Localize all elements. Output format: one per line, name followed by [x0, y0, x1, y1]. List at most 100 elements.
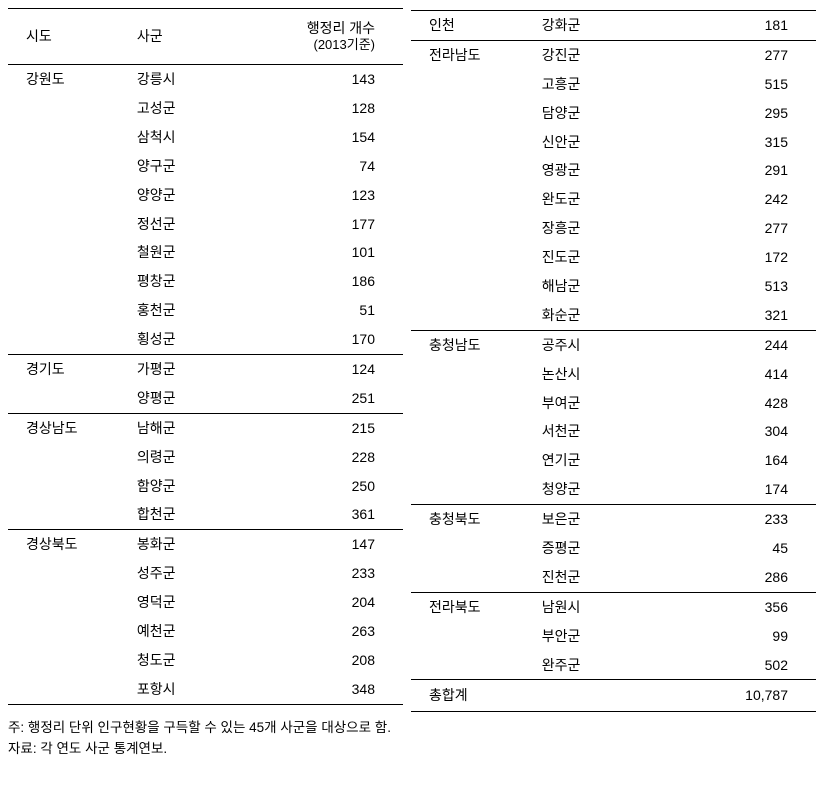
header-count-line2: (2013기준) — [234, 37, 375, 54]
cell-sigun: 해남군 — [524, 272, 637, 301]
table-row: 청도군208 — [8, 646, 403, 675]
cell-count: 251 — [230, 384, 403, 413]
cell-sigun: 남원시 — [524, 592, 637, 621]
cell-sido — [411, 534, 524, 563]
cell-sido — [411, 128, 524, 157]
table-row: 진도군172 — [411, 243, 816, 272]
cell-count: 164 — [637, 446, 816, 475]
table-row: 부여군428 — [411, 389, 816, 418]
cell-sido — [8, 181, 119, 210]
cell-sido — [411, 475, 524, 504]
cell-sigun: 고성군 — [119, 94, 230, 123]
cell-sigun: 영광군 — [524, 156, 637, 185]
cell-count: 215 — [230, 413, 403, 442]
cell-count: 361 — [230, 500, 403, 529]
cell-sigun: 양구군 — [119, 152, 230, 181]
cell-count: 143 — [230, 65, 403, 94]
cell-sigun: 고흥군 — [524, 70, 637, 99]
cell-sido — [411, 446, 524, 475]
total-label: 총합계 — [411, 680, 524, 712]
table-row: 인천강화군181 — [411, 11, 816, 41]
cell-sigun: 보은군 — [524, 505, 637, 534]
cell-sido — [411, 651, 524, 680]
table-row: 경상북도봉화군147 — [8, 530, 403, 559]
table-row: 홍천군51 — [8, 296, 403, 325]
cell-count: 263 — [230, 617, 403, 646]
footnote-source: 자료: 각 연도 사군 통계연보. — [8, 739, 824, 759]
cell-sido — [8, 238, 119, 267]
cell-count: 154 — [230, 123, 403, 152]
cell-count: 286 — [637, 563, 816, 592]
cell-count: 291 — [637, 156, 816, 185]
table-row: 충청남도공주시244 — [411, 330, 816, 359]
cell-sido — [8, 472, 119, 501]
cell-sido — [411, 622, 524, 651]
cell-sigun: 함양군 — [119, 472, 230, 501]
cell-sido — [411, 214, 524, 243]
cell-sido — [411, 301, 524, 330]
table-row: 고흥군515 — [411, 70, 816, 99]
cell-sido: 경기도 — [8, 354, 119, 383]
cell-sido: 경상북도 — [8, 530, 119, 559]
table-row: 증평군45 — [411, 534, 816, 563]
cell-count: 233 — [230, 559, 403, 588]
footnotes: 주: 행정리 단위 인구현황을 구득할 수 있는 45개 사군을 대상으로 함.… — [8, 718, 824, 759]
cell-count: 233 — [637, 505, 816, 534]
cell-sido — [411, 99, 524, 128]
table-row: 전라남도강진군277 — [411, 40, 816, 69]
cell-sido — [411, 389, 524, 418]
table-row: 의령군228 — [8, 443, 403, 472]
cell-sido — [8, 296, 119, 325]
table-row: 성주군233 — [8, 559, 403, 588]
table-row: 정선군177 — [8, 210, 403, 239]
cell-sido — [8, 94, 119, 123]
cell-sigun: 장흥군 — [524, 214, 637, 243]
table-row: 충청북도보은군233 — [411, 505, 816, 534]
cell-count: 428 — [637, 389, 816, 418]
cell-sido: 전라남도 — [411, 40, 524, 69]
cell-count: 181 — [637, 11, 816, 41]
cell-sido: 경상남도 — [8, 413, 119, 442]
cell-sigun: 평창군 — [119, 267, 230, 296]
cell-count: 304 — [637, 417, 816, 446]
cell-count: 277 — [637, 40, 816, 69]
cell-count: 250 — [230, 472, 403, 501]
cell-count: 186 — [230, 267, 403, 296]
header-sido: 시도 — [8, 9, 119, 65]
cell-sigun: 포항시 — [119, 675, 230, 704]
cell-sigun: 철원군 — [119, 238, 230, 267]
cell-sigun: 양평군 — [119, 384, 230, 413]
cell-count: 172 — [637, 243, 816, 272]
cell-sigun: 부안군 — [524, 622, 637, 651]
table-row: 경기도가평군124 — [8, 354, 403, 383]
cell-sigun: 강화군 — [524, 11, 637, 41]
cell-count: 101 — [230, 238, 403, 267]
cell-sido — [411, 272, 524, 301]
cell-sido — [411, 185, 524, 214]
cell-sido — [411, 243, 524, 272]
table-row: 고성군128 — [8, 94, 403, 123]
cell-count: 502 — [637, 651, 816, 680]
cell-sido — [411, 360, 524, 389]
cell-sido — [8, 500, 119, 529]
cell-sigun: 부여군 — [524, 389, 637, 418]
cell-sigun: 남해군 — [119, 413, 230, 442]
footnote-note: 주: 행정리 단위 인구현황을 구득할 수 있는 45개 사군을 대상으로 함. — [8, 718, 824, 738]
cell-count: 315 — [637, 128, 816, 157]
cell-sigun: 청도군 — [119, 646, 230, 675]
cell-sido: 충청남도 — [411, 330, 524, 359]
table-row: 연기군164 — [411, 446, 816, 475]
cell-sigun: 정선군 — [119, 210, 230, 239]
cell-count: 515 — [637, 70, 816, 99]
cell-sigun: 영덕군 — [119, 588, 230, 617]
cell-sigun: 서천군 — [524, 417, 637, 446]
total-mid — [524, 680, 637, 712]
cell-sido — [8, 123, 119, 152]
cell-count: 208 — [230, 646, 403, 675]
header-sigun: 사군 — [119, 9, 230, 65]
header-count: 행정리 개수 (2013기준) — [230, 9, 403, 65]
table-row: 전라북도남원시356 — [411, 592, 816, 621]
cell-sigun: 공주시 — [524, 330, 637, 359]
cell-sigun: 신안군 — [524, 128, 637, 157]
table-row: 담양군295 — [411, 99, 816, 128]
